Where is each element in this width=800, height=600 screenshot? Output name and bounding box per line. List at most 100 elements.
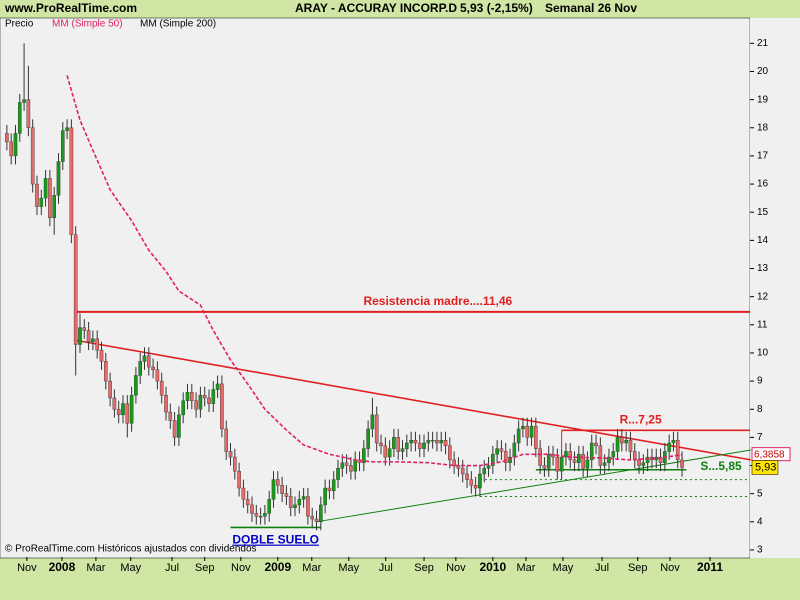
x-tick-label: Nov xyxy=(17,562,37,574)
candle-body xyxy=(516,428,521,444)
candle-body xyxy=(559,456,564,472)
candle-body xyxy=(534,425,538,449)
candle-body xyxy=(422,442,426,449)
candle-body xyxy=(491,454,495,466)
candle-body xyxy=(26,99,31,128)
candle-body xyxy=(448,445,452,461)
y-tick-label: 16 xyxy=(757,179,769,190)
candle-body xyxy=(538,448,542,466)
y-tick-label: 14 xyxy=(757,235,769,246)
candle-body xyxy=(95,338,99,351)
candles xyxy=(5,43,684,531)
candle-body xyxy=(237,470,241,489)
candle-body xyxy=(628,439,633,452)
x-tick-label: 2009 xyxy=(264,560,291,574)
candle-body xyxy=(632,451,637,461)
candle-body xyxy=(486,465,491,469)
candle-body xyxy=(48,178,52,219)
candle-body xyxy=(271,479,276,500)
candle-body xyxy=(211,389,216,404)
annotation-label: DOBLE SUELO xyxy=(232,533,319,547)
candle-body xyxy=(155,369,160,382)
candle-body xyxy=(379,442,383,447)
candle-body xyxy=(400,448,405,452)
candle-body xyxy=(362,448,366,463)
candle-body xyxy=(168,411,173,421)
candle-body xyxy=(430,439,435,442)
candle-body xyxy=(245,499,250,506)
plot-area xyxy=(0,17,751,559)
candle-body xyxy=(336,468,340,480)
y-tick-label: 15 xyxy=(757,207,769,218)
candle-body xyxy=(129,394,134,424)
annotation-label: R...7,25 xyxy=(620,413,662,427)
candle-body xyxy=(602,462,607,466)
candle-body xyxy=(611,451,616,458)
candle-body xyxy=(589,442,594,461)
candle-body xyxy=(387,448,392,458)
candle-body xyxy=(293,504,297,508)
candle-body xyxy=(43,178,48,199)
candle-body xyxy=(146,355,151,368)
x-tick-label: Jul xyxy=(595,562,609,574)
x-tick-label: Jul xyxy=(379,562,393,574)
title: ARAY - ACCURAY INCORP.D xyxy=(295,1,457,15)
candle-body xyxy=(280,485,284,494)
period: Semanal 26 Nov xyxy=(545,1,637,15)
candle-body xyxy=(17,102,22,134)
candle-body xyxy=(319,504,323,523)
candle-body xyxy=(615,437,620,452)
y-tick-label: 4 xyxy=(757,516,763,527)
candle-body xyxy=(73,234,78,345)
candle-body xyxy=(69,127,74,235)
trend-line xyxy=(75,339,751,461)
quote: 5,93 (-2,15%) xyxy=(460,1,533,15)
candle-body xyxy=(426,439,431,444)
site: www.ProRealTime.com xyxy=(4,1,137,15)
x-tick-label: Mar xyxy=(302,562,321,574)
candle-body xyxy=(103,361,108,382)
candle-body xyxy=(641,462,646,466)
candle-body xyxy=(344,462,349,466)
candle-body xyxy=(331,479,336,492)
candle-body xyxy=(56,161,61,196)
candle-body xyxy=(91,338,95,342)
y-tick-label: 12 xyxy=(757,291,769,302)
annotation-label: S...5,85 xyxy=(700,459,742,473)
candle-body xyxy=(435,439,439,444)
candle-body xyxy=(215,383,220,390)
candle-body xyxy=(417,442,422,449)
candle-body xyxy=(607,456,611,463)
candle-body xyxy=(452,459,456,466)
footer: © ProRealTime.com Históricos ajustados c… xyxy=(5,544,257,555)
y-tick-label: 3 xyxy=(757,545,763,556)
y-tick-label: 11 xyxy=(757,319,768,330)
annotation-label: Resistencia madre....11,46 xyxy=(363,294,512,308)
x-tick-label: Mar xyxy=(86,562,105,574)
candle-body xyxy=(529,425,534,438)
candle-body xyxy=(233,456,237,472)
candle-body xyxy=(637,459,641,466)
candle-body xyxy=(9,141,13,157)
candle-body xyxy=(366,428,370,449)
candle-body xyxy=(624,439,628,444)
candle-body xyxy=(306,496,310,517)
candle-body xyxy=(413,439,418,444)
x-tick-label: Jul xyxy=(165,562,179,574)
candle-body xyxy=(370,414,375,430)
candle-body xyxy=(224,428,229,452)
candle-body xyxy=(177,414,181,438)
candle-body xyxy=(108,380,112,399)
candle-body xyxy=(327,487,332,492)
candle-body xyxy=(78,327,82,345)
legend-entry: MM (Simple 200) xyxy=(140,19,216,30)
candle-body xyxy=(228,451,233,458)
candle-body xyxy=(86,330,91,342)
y-tick-label: 10 xyxy=(757,348,769,359)
candle-body xyxy=(598,445,603,466)
candle-body xyxy=(297,499,302,506)
legend-price: Precio xyxy=(5,19,34,30)
candle-body xyxy=(276,479,280,486)
candle-body xyxy=(30,127,35,185)
